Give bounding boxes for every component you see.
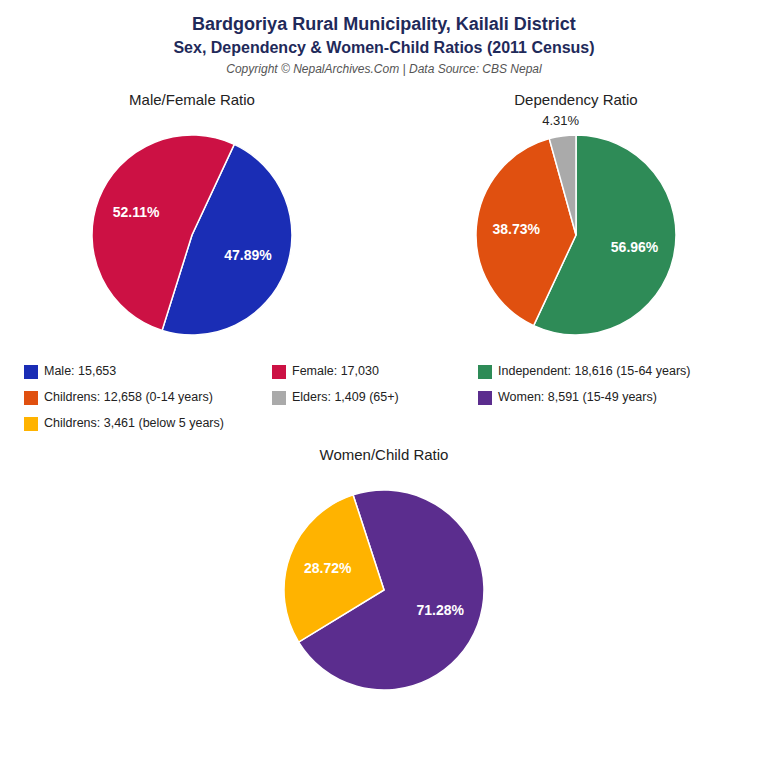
legend-swatch (24, 391, 38, 405)
legend-label: Childrens: 12,658 (0-14 years) (44, 390, 213, 404)
legend-label: Male: 15,653 (44, 364, 116, 378)
legend-label: Childrens: 3,461 (below 5 years) (44, 416, 224, 430)
data-label: 52.11% (113, 204, 160, 220)
legend-label: Women: 8,591 (15-49 years) (498, 390, 657, 404)
pie-title: Women/Child Ratio (320, 446, 449, 463)
data-label: 56.96% (611, 239, 659, 255)
data-label: 47.89% (224, 247, 272, 263)
legend-swatch (272, 365, 286, 379)
data-label: 28.72% (304, 560, 352, 576)
pie-chart: Dependency Ratio 56.96% 38.73% 4.31% (476, 91, 676, 335)
data-label: 38.73% (492, 221, 540, 237)
pie-slice (549, 135, 576, 235)
legend-swatch (24, 365, 38, 379)
pie-title: Male/Female Ratio (129, 91, 255, 108)
pie-chart: Male/Female Ratio 47.89% 52.11% (92, 91, 292, 335)
legend-swatch (272, 391, 286, 405)
legend-swatch (478, 365, 492, 379)
pie-slice (284, 495, 384, 642)
legend-swatch (478, 391, 492, 405)
legend-label: Elders: 1,409 (65+) (292, 390, 399, 404)
pie-chart: Women/Child Ratio 71.28% 28.72% (284, 446, 484, 690)
legend-swatch (24, 417, 38, 431)
data-label: 71.28% (417, 602, 465, 618)
pie-title: Dependency Ratio (514, 91, 637, 108)
legend-label: Female: 17,030 (292, 364, 379, 378)
annotation: Copyright © NepalArchives.Com | Data Sou… (226, 62, 542, 76)
data-label: 4.31% (542, 113, 579, 128)
legend: Male: 15,653 Female: 17,030 Independent: 1… (24, 364, 691, 431)
chart-subtitle: Sex, Dependency & Women-Child Ratios (20… (173, 39, 594, 56)
pie-slice (92, 135, 234, 330)
chart-title: Bardgoriya Rural Municipality, Kailali D… (192, 14, 576, 34)
legend-label: Independent: 18,616 (15-64 years) (498, 364, 691, 378)
